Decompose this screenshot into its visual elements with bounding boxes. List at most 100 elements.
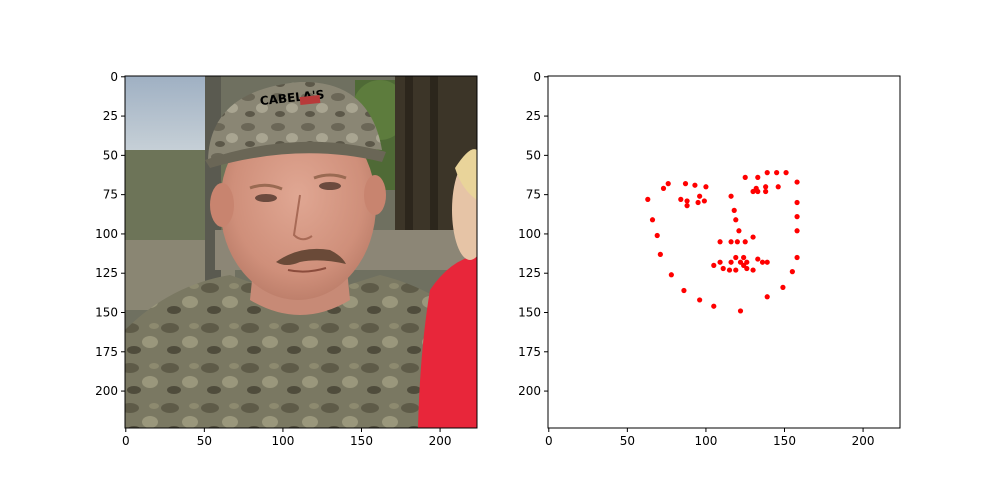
image-x-tick-label: 100 [271, 434, 294, 448]
landmarks-y-tick-label: 100 [518, 227, 541, 241]
landmark-point [733, 267, 739, 273]
image-y-tick-label: 125 [95, 266, 118, 280]
landmark-point [755, 174, 761, 180]
image-y-tick-label: 0 [110, 70, 118, 84]
landmark-point [711, 303, 717, 309]
landmark-point [668, 272, 674, 278]
landmarks-x-tick-label: 50 [620, 434, 635, 448]
image-x-tick-label: 50 [197, 434, 212, 448]
landmark-point [733, 217, 739, 223]
landmark-point [780, 284, 786, 290]
landmark-point [774, 170, 780, 176]
landmark-point [794, 179, 800, 185]
landmark-point [734, 239, 740, 245]
landmark-point [750, 267, 756, 273]
image-y-tick-label: 175 [95, 345, 118, 359]
landmarks-x-tick-label: 100 [694, 434, 717, 448]
image-x-tick-label: 200 [429, 434, 452, 448]
image-x-tick-label: 150 [350, 434, 373, 448]
image-y-tick-label: 100 [95, 227, 118, 241]
landmark-point [750, 188, 756, 195]
landmark-point [742, 239, 748, 245]
landmark-point [794, 254, 800, 261]
landmark-point [789, 269, 795, 275]
landmark-point [726, 267, 733, 273]
landmark-point [657, 251, 663, 257]
landmark-point [731, 207, 737, 213]
landmark-point [794, 214, 800, 220]
landmarks-x-ticks: 0 50 100 150 200 [545, 428, 875, 448]
landmark-point [703, 184, 709, 190]
landmark-point [692, 182, 698, 188]
landmark-point [764, 259, 770, 265]
landmark-point [728, 193, 734, 199]
landmark-point [783, 170, 789, 176]
landmark-point [678, 196, 684, 202]
landmark-point [733, 254, 739, 261]
landmark-point [717, 259, 723, 265]
landmark-point [697, 193, 703, 199]
landmark-point [736, 228, 742, 234]
landmark-point [717, 239, 723, 245]
image-y-ticks: 0 25 50 75 100 125 150 175 200 [95, 70, 125, 398]
landmark-point [701, 198, 707, 204]
landmark-point [654, 232, 660, 239]
image-x-ticks: 0 50 100 150 200 [122, 428, 452, 448]
landmark-point [660, 185, 667, 191]
image-axes-frame [124, 75, 478, 429]
landmark-point [755, 188, 761, 195]
landmark-point [764, 170, 770, 176]
landmark-point [775, 184, 781, 190]
landmarks-y-tick-label: 25 [526, 109, 541, 123]
landmark-point [695, 199, 701, 206]
image-y-tick-label: 200 [95, 384, 118, 398]
landmark-point [681, 287, 687, 294]
landmarks-y-tick-label: 125 [518, 266, 541, 280]
landmark-point [744, 265, 750, 272]
landmark-point [750, 234, 756, 240]
landmark-point [764, 294, 770, 300]
landmarks-y-tick-label: 50 [526, 148, 541, 162]
landmarks-y-tick-label: 0 [533, 70, 541, 84]
landmark-point [794, 228, 800, 234]
landmarks-axes: 0 50 100 150 200 0 25 50 75 100 125 150 175 200 [518, 70, 901, 448]
photo: CABELA'S [125, 76, 477, 428]
landmark-point [728, 239, 734, 245]
landmark-point [741, 262, 747, 268]
landmark-point [763, 188, 769, 195]
landmark-point [711, 262, 717, 268]
landmarks-y-tick-label: 150 [518, 306, 541, 320]
landmark-points [645, 170, 800, 314]
landmark-point [665, 181, 671, 187]
landmarks-x-tick-label: 150 [773, 434, 796, 448]
image-x-tick-label: 0 [122, 434, 130, 448]
image-y-tick-label: 25 [103, 109, 118, 123]
landmark-point [794, 199, 800, 206]
image-y-tick-label: 50 [103, 148, 118, 162]
landmark-point [742, 174, 748, 180]
landmarks-x-tick-label: 200 [852, 434, 875, 448]
landmark-point [741, 254, 747, 261]
landmark-point [737, 259, 744, 265]
landmarks-y-tick-label: 200 [518, 384, 541, 398]
landmark-point [755, 256, 761, 262]
landmarks-y-tick-label: 175 [518, 345, 541, 359]
landmark-point [720, 265, 726, 272]
landmark-point [684, 198, 690, 204]
landmark-point [645, 196, 651, 202]
image-axes: CABELA'S 0 50 100 150 200 0 25 50 75 100 125 150 17… [95, 70, 478, 448]
landmark-point [728, 259, 734, 265]
landmarks-x-tick-label: 0 [545, 434, 553, 448]
landmark-point [649, 217, 656, 223]
image-y-tick-label: 150 [95, 306, 118, 320]
image-y-tick-label: 75 [103, 188, 118, 202]
landmark-point [744, 259, 750, 265]
landmark-point [682, 181, 689, 187]
landmark-point [697, 297, 703, 303]
landmark-point [759, 259, 766, 265]
landmark-point [763, 184, 769, 190]
landmark-point [737, 308, 744, 314]
landmarks-y-tick-label: 75 [526, 188, 541, 202]
landmarks-axes-frame [547, 75, 901, 429]
